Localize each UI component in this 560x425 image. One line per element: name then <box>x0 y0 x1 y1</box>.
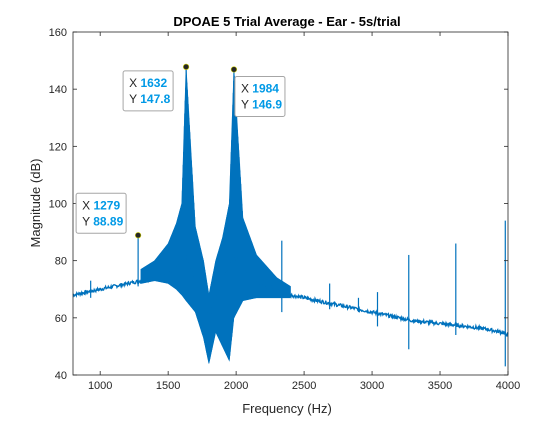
datatip-x: X 1984 <box>241 81 279 95</box>
x-tick-label: 2500 <box>292 380 316 392</box>
datatip-y: Y 147.8 <box>129 92 170 106</box>
datatip-y: Y 88.89 <box>82 214 123 228</box>
datatip-x-value: 1632 <box>140 76 167 90</box>
spectrum-baseline <box>72 252 509 337</box>
datatip-x-value: 1279 <box>93 198 120 212</box>
x-tick-label: 4000 <box>496 380 520 392</box>
x-axis-label: Frequency (Hz) <box>242 401 332 416</box>
y-tick-label: 100 <box>49 199 67 211</box>
datatip: X 1984 Y 146.9 <box>230 66 286 117</box>
x-tick-label: 3500 <box>428 380 452 392</box>
datatip-y: Y 146.9 <box>241 97 282 111</box>
datatip-marker <box>230 66 238 73</box>
datatip-marker <box>183 63 190 70</box>
y-tick-label: 40 <box>55 370 67 382</box>
x-tick-label: 2000 <box>224 380 248 392</box>
datatip-x: X 1632 <box>129 76 167 90</box>
datatip-box <box>75 192 127 234</box>
plot-area <box>72 66 509 367</box>
y-tick-label: 160 <box>49 27 67 39</box>
x-tick-label: 1000 <box>88 380 112 392</box>
datatip: X 1632 Y 147.8 <box>122 63 190 112</box>
datatip-y-value: 147.8 <box>140 92 170 106</box>
x-tick-label: 1500 <box>156 380 180 392</box>
y-tick-label: 120 <box>49 141 67 153</box>
datatip-x-value: 1984 <box>252 81 279 95</box>
chart-title: DPOAE 5 Trial Average - Ear - 5s/trial <box>173 14 400 29</box>
datatip-y-value: 88.89 <box>93 214 123 228</box>
datatip-x: X 1279 <box>82 198 120 212</box>
datatip-box <box>122 70 174 112</box>
y-tick-label: 140 <box>49 84 67 96</box>
x-tick-label: 3000 <box>360 380 384 392</box>
datatip-marker <box>135 232 142 239</box>
spectrum-oscillation <box>140 68 291 363</box>
y-tick-label: 60 <box>55 313 67 325</box>
datatip-box <box>234 75 286 117</box>
y-tick-label: 80 <box>55 256 67 268</box>
datatip: X 1279 Y 88.89 <box>75 192 142 239</box>
axes: 1000 1500 2000 2500 3000 3500 4000 40 60 80 100 120… <box>49 27 521 392</box>
datatips: X 1632 Y 147.8 X 1984 Y 146.9 X 1279 Y 88.89 <box>75 63 286 239</box>
y-axis-label: Magnitude (dB) <box>28 159 43 248</box>
datatip-y-value: 146.9 <box>252 97 282 111</box>
